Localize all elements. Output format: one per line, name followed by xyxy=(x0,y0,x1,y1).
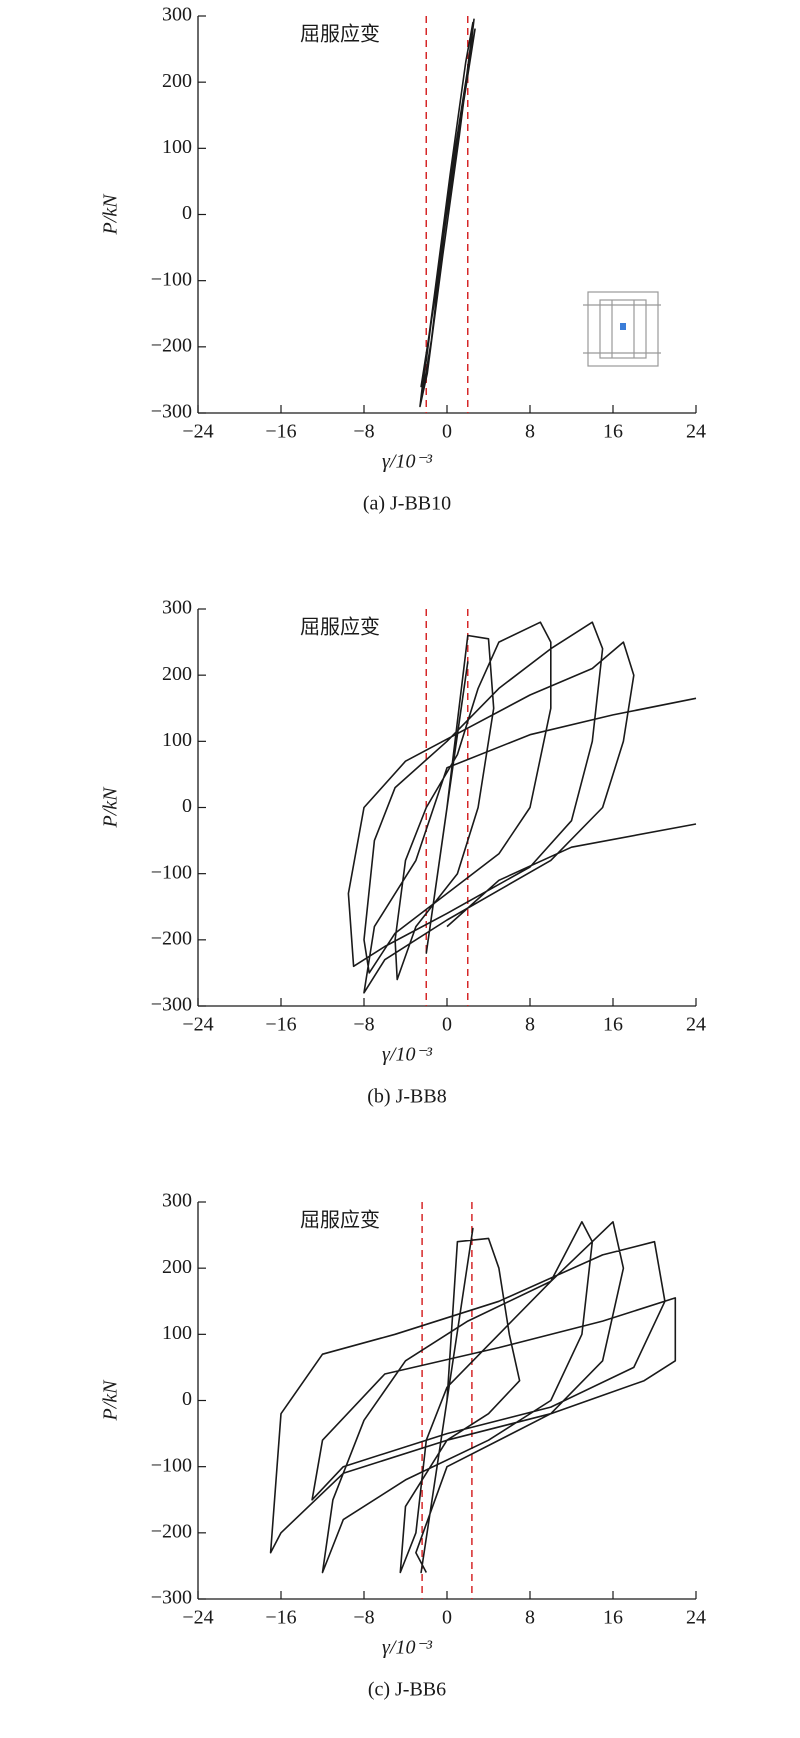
x-tick-label: −8 xyxy=(353,1607,374,1629)
x-axis-label: γ/10⁻³ xyxy=(382,451,433,473)
caption: (c) J-BB6 xyxy=(368,1679,446,1701)
x-tick-label: 16 xyxy=(603,1607,623,1629)
y-axis-label: P/kN xyxy=(100,193,122,236)
y-tick-label: −100 xyxy=(151,861,192,883)
y-tick-label: −200 xyxy=(151,334,192,356)
annotation: 屈服应变 xyxy=(300,23,380,46)
y-tick-label: −100 xyxy=(151,268,192,290)
x-axis-label: γ/10⁻³ xyxy=(382,1044,433,1066)
y-tick-label: −300 xyxy=(151,401,192,423)
y-tick-label: 100 xyxy=(162,1322,192,1344)
y-tick-label: −300 xyxy=(151,994,192,1016)
y-tick-label: −200 xyxy=(151,927,192,949)
caption: (a) J-BB10 xyxy=(363,493,451,515)
y-tick-label: 100 xyxy=(162,729,192,751)
annotation: 屈服应变 xyxy=(300,1209,380,1232)
x-tick-label: 8 xyxy=(525,1607,535,1629)
y-tick-label: 200 xyxy=(162,1256,192,1278)
y-axis-label: P/kN xyxy=(100,1379,122,1422)
x-tick-label: −24 xyxy=(182,1014,213,1036)
y-tick-label: 200 xyxy=(162,70,192,92)
x-tick-label: 8 xyxy=(525,1014,535,1036)
x-tick-label: 16 xyxy=(603,421,623,443)
hysteresis-curve xyxy=(347,621,697,994)
y-tick-label: 300 xyxy=(162,1190,192,1212)
y-axis-label: P/kN xyxy=(100,786,122,829)
x-axis-label: γ/10⁻³ xyxy=(382,1637,433,1659)
y-tick-label: −200 xyxy=(151,1520,192,1542)
x-tick-label: −8 xyxy=(353,421,374,443)
x-tick-label: −24 xyxy=(182,1607,213,1629)
y-tick-label: 300 xyxy=(162,4,192,26)
x-tick-label: −16 xyxy=(265,1607,296,1629)
y-tick-label: −300 xyxy=(151,1587,192,1609)
x-tick-label: −8 xyxy=(353,1014,374,1036)
x-tick-label: −16 xyxy=(265,1014,296,1036)
y-tick-label: 0 xyxy=(182,1388,192,1410)
inset-diagram xyxy=(583,291,661,367)
x-tick-label: 16 xyxy=(603,1014,623,1036)
x-tick-label: 0 xyxy=(442,421,452,443)
x-tick-label: 24 xyxy=(686,1607,706,1629)
annotation: 屈服应变 xyxy=(300,616,380,639)
x-tick-label: −16 xyxy=(265,421,296,443)
x-tick-label: 0 xyxy=(442,1607,452,1629)
x-tick-label: 0 xyxy=(442,1014,452,1036)
caption: (b) J-BB8 xyxy=(367,1086,446,1108)
x-tick-label: 8 xyxy=(525,421,535,443)
y-tick-label: 100 xyxy=(162,136,192,158)
x-tick-label: 24 xyxy=(686,421,706,443)
x-tick-label: 24 xyxy=(686,1014,706,1036)
hysteresis-curve xyxy=(419,18,476,408)
y-tick-label: 200 xyxy=(162,663,192,685)
y-tick-label: 300 xyxy=(162,597,192,619)
y-tick-label: 0 xyxy=(182,202,192,224)
x-tick-label: −24 xyxy=(182,421,213,443)
y-tick-label: −100 xyxy=(151,1454,192,1476)
hysteresis-curve xyxy=(269,1221,677,1574)
y-tick-label: 0 xyxy=(182,795,192,817)
